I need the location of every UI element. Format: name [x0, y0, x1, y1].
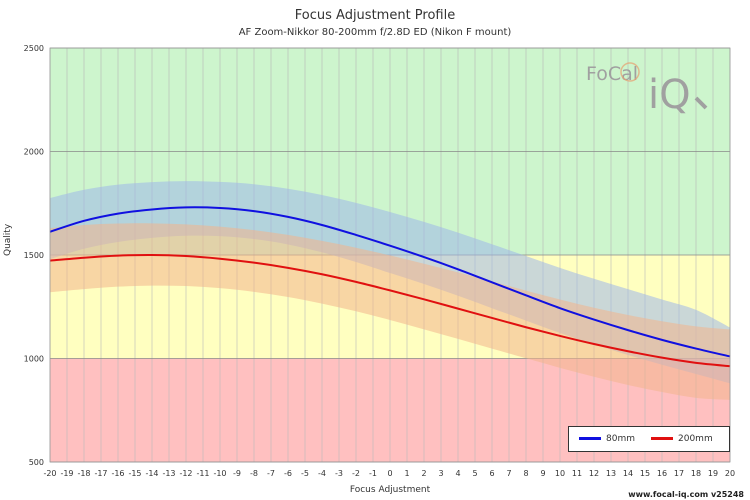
x-tick-label: 11	[572, 469, 582, 478]
x-tick-label: -1	[369, 469, 377, 478]
confidence-band-200mm	[50, 223, 730, 400]
x-tick-label: 19	[708, 469, 718, 478]
x-tick-label: -16	[111, 469, 124, 478]
x-tick-label: 15	[640, 469, 650, 478]
series-line-200mm	[49, 253, 731, 368]
x-tick-label: -19	[60, 469, 73, 478]
x-tick-label: 6	[489, 469, 494, 478]
x-tick-label: 5	[472, 469, 477, 478]
x-axis-label: Focus Adjustment	[349, 485, 431, 495]
x-tick-label: 10	[555, 469, 565, 478]
x-tick-label: -6	[284, 469, 292, 478]
series-line-80mm	[49, 206, 731, 358]
x-tick-label: 14	[623, 469, 633, 478]
x-tick-label: 8	[523, 469, 528, 478]
x-tick-label: 9	[540, 469, 545, 478]
x-tick-label: -7	[267, 469, 275, 478]
x-tick-label: 17	[674, 469, 684, 478]
x-tick-label: -18	[77, 469, 90, 478]
x-tick-label: -10	[213, 469, 226, 478]
chart-subtitle: AF Zoom-Nikkor 80-200mm f/2.8D ED (Nikon…	[238, 27, 512, 38]
x-tick-label: 20	[725, 469, 735, 478]
legend-label-80mm: 80mm	[606, 434, 635, 444]
legend-item-200mm: 200mm	[651, 434, 713, 444]
x-tick-label: -12	[179, 469, 192, 478]
legend-swatch-200mm	[651, 437, 673, 440]
chart-title: Focus Adjustment Profile	[294, 8, 456, 23]
x-tick-label: -3	[335, 469, 343, 478]
y-tick-label: 2500	[24, 44, 44, 53]
x-tick-label: -5	[301, 469, 309, 478]
x-tick-label: 13	[606, 469, 616, 478]
footer-version: www.focal-iq.com v25248	[628, 490, 744, 499]
x-tick-label: -14	[145, 469, 158, 478]
x-tick-label: 2	[421, 469, 426, 478]
x-tick-label: -20	[43, 469, 56, 478]
x-tick-label: 4	[455, 469, 460, 478]
x-tick-label: -9	[233, 469, 241, 478]
x-tick-label: 16	[657, 469, 667, 478]
x-tick-label: -13	[162, 469, 175, 478]
x-tick-label: 18	[691, 469, 701, 478]
y-tick-label: 1500	[24, 251, 44, 260]
y-tick-label: 1000	[24, 355, 44, 364]
x-tick-label: -8	[250, 469, 258, 478]
x-tick-label: -11	[196, 469, 209, 478]
x-tick-label: 7	[506, 469, 511, 478]
x-tick-label: -17	[94, 469, 107, 478]
focal-iq-logo: FoCal iQ	[584, 58, 714, 118]
x-tick-label: 1	[404, 469, 409, 478]
legend-item-80mm: 80mm	[579, 434, 635, 444]
y-tick-label: 500	[29, 458, 44, 467]
plot-border	[49, 47, 731, 463]
logo-iq-text: iQ	[648, 72, 691, 118]
x-tick-label: -2	[352, 469, 360, 478]
x-tick-label: -4	[318, 469, 326, 478]
x-tick-label: 3	[438, 469, 443, 478]
legend-label-200mm: 200mm	[678, 434, 713, 444]
x-tick-label: 0	[387, 469, 392, 478]
legend: 80mm 200mm	[568, 426, 730, 452]
y-tick-label: 2000	[24, 148, 44, 157]
y-axis-label: Quality	[3, 223, 13, 256]
legend-swatch-80mm	[579, 437, 601, 440]
x-tick-label: 12	[589, 469, 599, 478]
x-tick-label: -15	[128, 469, 141, 478]
